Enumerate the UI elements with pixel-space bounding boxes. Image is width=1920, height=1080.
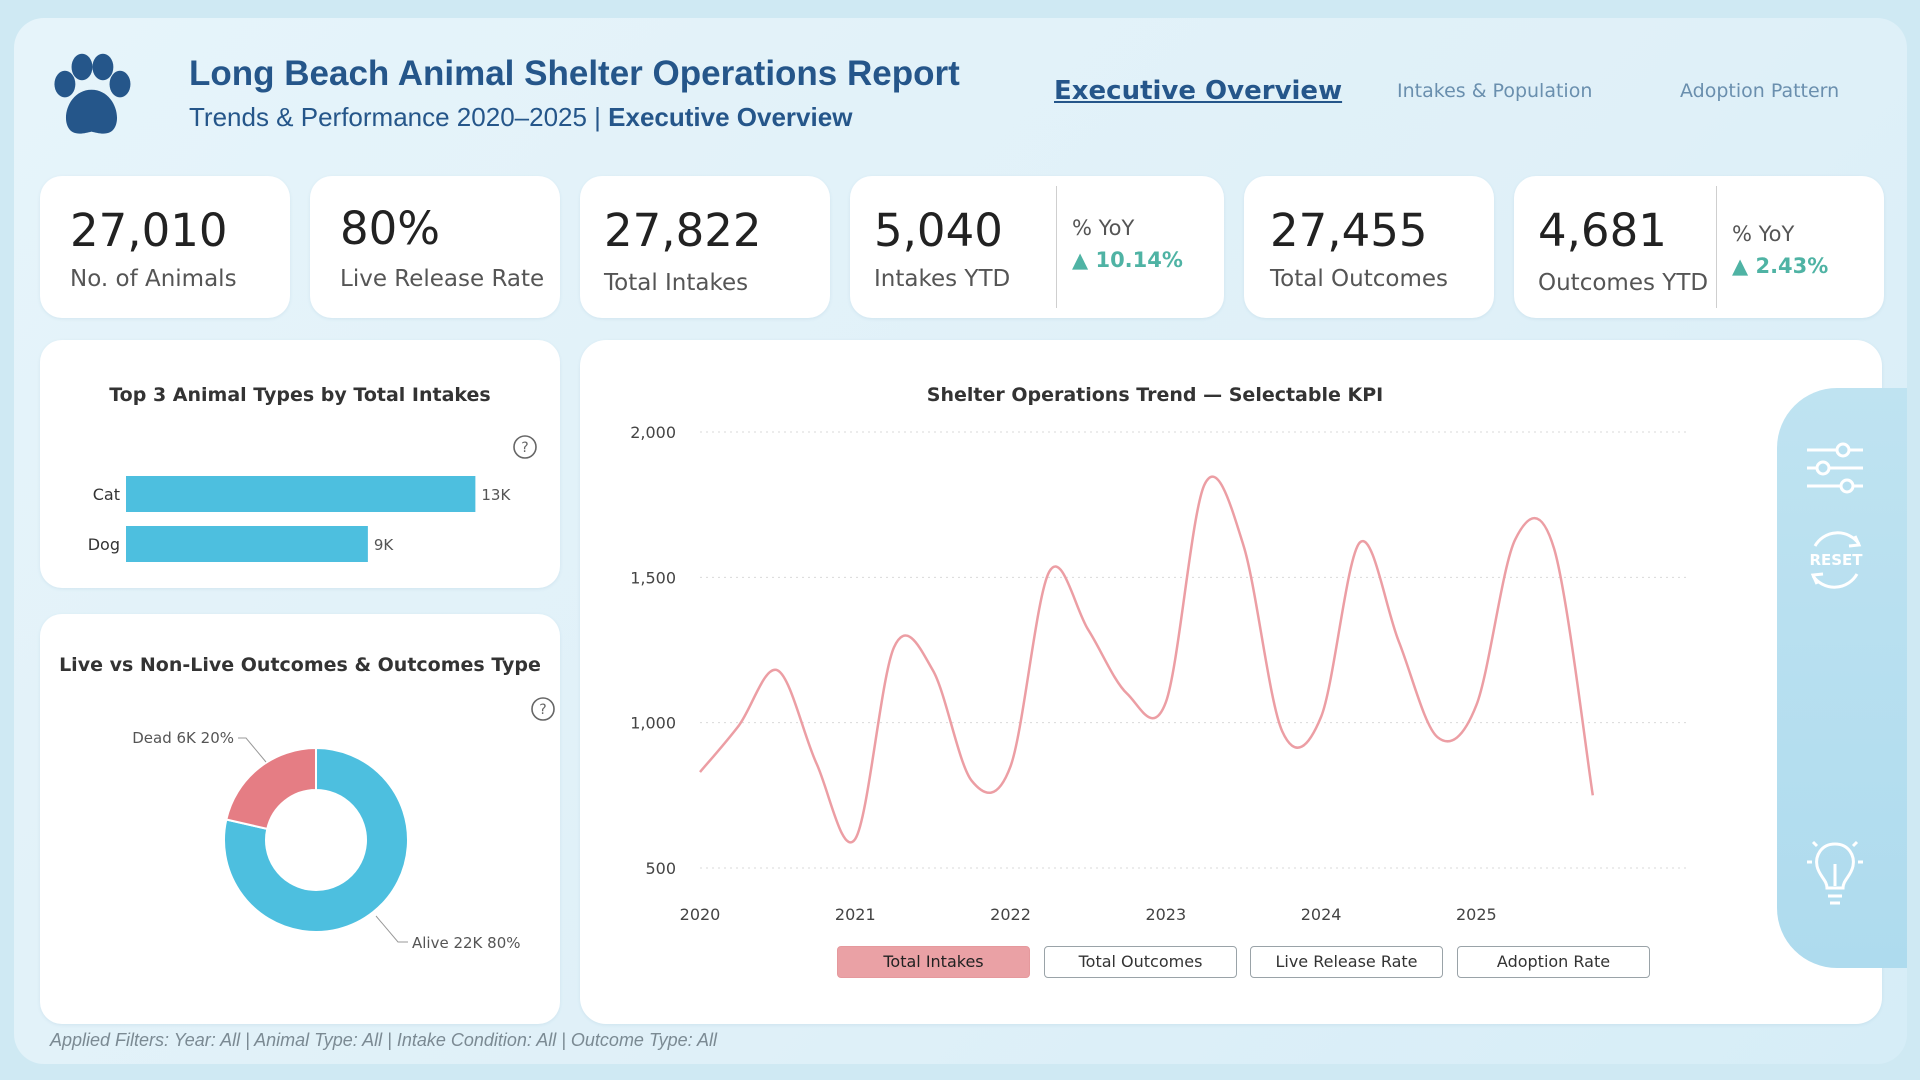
x-tick-label: 2022 [990,905,1031,924]
applied-filters: Applied Filters: Year: All | Animal Type… [50,1030,717,1050]
kpi-divider [1056,186,1057,308]
bar-category-label: Cat [93,485,120,504]
kpi-card-total-outcomes: 27,455 Total Outcomes [1244,176,1494,318]
yoy-label: % YoY [1072,216,1135,240]
subtitle-bold: Executive Overview [608,102,853,132]
kpi-label: Live Release Rate [340,266,545,292]
nav-adoption-pattern[interactable]: Adoption Pattern [1680,80,1840,102]
x-tick-label: 2025 [1456,905,1497,924]
kpi-label: Total Intakes [604,270,749,296]
donut-label-alive: Alive 22K 80% [412,934,521,952]
sliders-icon[interactable] [1803,438,1867,498]
kpi-btn-adoption-rate[interactable]: Adoption Rate [1457,946,1650,978]
kpi-label: Intakes YTD [874,266,1011,292]
kpi-value: 27,010 [70,204,228,257]
nav-intakes-population[interactable]: Intakes & Population [1397,80,1593,102]
leader-line-dead [238,737,267,763]
lightbulb-icon[interactable] [1803,834,1867,910]
bar-chart-title: Top 3 Animal Types by Total Intakes [109,384,491,406]
bar-data-label: 9K [374,536,395,554]
bar-chart: Cat 13K Dog 9K [88,476,511,562]
kpi-value: 4,681 [1538,204,1667,257]
kpi-card-outcomes-ytd: 4,681 Outcomes YTD % YoY ▲ 2.43% [1514,176,1884,318]
reset-label: RESET [1809,551,1863,569]
svg-text:?: ? [539,702,546,718]
donut-slice-dead[interactable] [225,746,317,831]
y-tick-label: 1,500 [630,568,676,587]
reset-icon[interactable]: RESET [1801,524,1871,594]
line-chart: 2,000 1,500 1,000 500 2020 2021 2022 2023 2024 20… [630,423,1690,924]
y-tick-label: 500 [645,859,676,878]
kpi-card-animals: 27,010 No. of Animals [40,176,290,318]
help-icon[interactable]: ? [512,434,538,460]
x-tick-label: 2020 [680,905,721,924]
help-icon[interactable]: ? [530,696,556,722]
kpi-value: 80% [340,202,441,255]
kpi-divider [1716,186,1717,308]
dashboard-frame: Long Beach Animal Shelter Operations Rep… [14,18,1907,1064]
donut-chart: Alive 22K 80% Dead 6K 20% [132,729,521,952]
line-chart-title: Shelter Operations Trend — Selectable KP… [926,384,1384,406]
kpi-btn-total-intakes[interactable]: Total Intakes [837,946,1030,978]
y-tick-label: 2,000 [630,423,676,442]
x-tick-label: 2024 [1301,905,1342,924]
bar-dog[interactable] [126,526,368,562]
kpi-label: Total Outcomes [1270,266,1448,292]
y-tick-label: 1,000 [630,714,676,733]
yoy-value: ▲ 10.14% [1072,248,1183,272]
bar-category-label: Dog [88,535,120,554]
yoy-label: % YoY [1732,222,1795,246]
x-tick-label: 2021 [835,905,876,924]
top-animal-types-panel: Top 3 Animal Types by Total Intakes ? Ca… [40,340,560,588]
x-tick-label: 2023 [1145,905,1186,924]
kpi-btn-live-release-rate[interactable]: Live Release Rate [1250,946,1443,978]
outcomes-panel: Live vs Non-Live Outcomes & Outcomes Typ… [40,614,560,1024]
kpi-value: 27,822 [604,204,762,257]
kpi-btn-total-outcomes[interactable]: Total Outcomes [1044,946,1237,978]
nav-executive-overview[interactable]: Executive Overview [1054,76,1343,106]
bar-data-label: 13K [481,486,511,504]
subtitle-text: Trends & Performance 2020–2025 | [189,102,609,132]
svg-text:?: ? [521,440,528,456]
leader-line-alive [375,915,408,943]
kpi-label: Outcomes YTD [1538,270,1709,296]
kpi-card-intakes-ytd: 5,040 Intakes YTD % YoY ▲ 10.14% [850,176,1224,318]
bar-cat[interactable] [126,476,476,512]
kpi-label: No. of Animals [70,266,237,292]
yoy-value: ▲ 2.43% [1732,254,1829,278]
series-line-total-intakes[interactable] [699,475,1595,844]
kpi-card-total-intakes: 27,822 Total Intakes [580,176,830,318]
kpi-value: 5,040 [874,204,1003,257]
donut-slice-alive[interactable] [223,746,409,933]
paw-icon [54,53,131,134]
donut-label-dead: Dead 6K 20% [132,729,234,747]
kpi-card-live-release: 80% Live Release Rate [310,176,560,318]
kpi-value: 27,455 [1270,204,1428,257]
donut-chart-title: Live vs Non-Live Outcomes & Outcomes Typ… [59,654,541,676]
operations-trend-panel: Shelter Operations Trend — Selectable KP… [580,340,1882,1024]
page-title: Long Beach Animal Shelter Operations Rep… [189,54,960,93]
page-subtitle: Trends & Performance 2020–2025 | Executi… [189,102,852,133]
